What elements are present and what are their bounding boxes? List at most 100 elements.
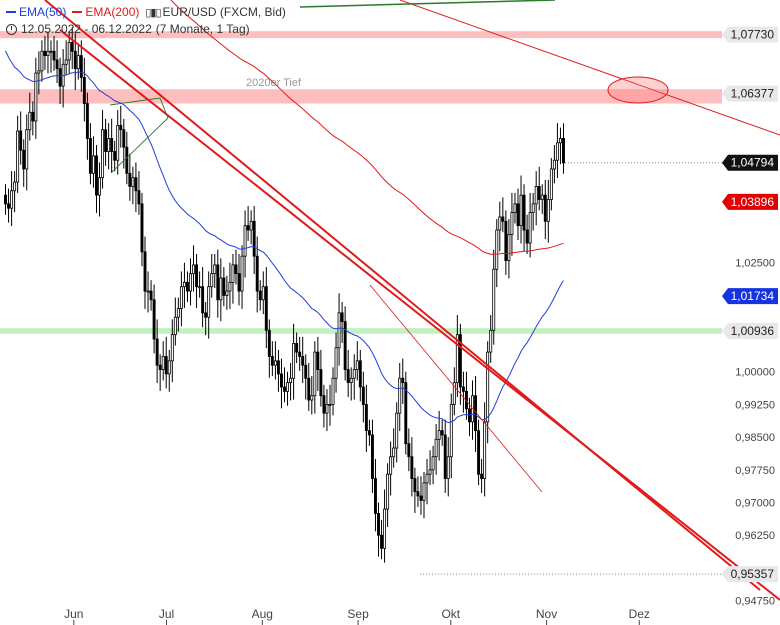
y-tick-label: 0,96250	[735, 530, 775, 542]
candle-body	[158, 364, 162, 370]
candle-body	[325, 404, 329, 414]
candle-body	[380, 534, 383, 549]
candle-body	[537, 186, 541, 200]
candle-body	[304, 364, 308, 379]
candle-body	[113, 151, 117, 161]
candle-body	[31, 111, 35, 122]
legend-instrument-label: EUR/USD (FXCM, Bid)	[162, 5, 286, 19]
candle-body	[219, 277, 223, 301]
candle-body	[364, 404, 368, 431]
date-range: 12.05.2022 - 06.12.2022 (7 Monate, 1 Tag…	[6, 22, 250, 36]
candle-body	[110, 138, 114, 152]
candle-body	[276, 360, 280, 375]
date-range-text: 12.05.2022 - 06.12.2022	[21, 22, 152, 36]
candle-body	[310, 395, 314, 401]
candle-body	[210, 273, 214, 288]
candle-body	[49, 50, 53, 53]
candle-body	[201, 286, 205, 314]
candle-body	[37, 70, 41, 74]
candle-body	[495, 229, 499, 270]
candle-body	[161, 356, 165, 370]
candle-body	[434, 438, 438, 458]
candle-body	[222, 277, 226, 296]
candle-body	[331, 377, 335, 405]
x-tick-label: Dez	[629, 607, 650, 621]
candle-body	[289, 377, 293, 384]
legend-ema50[interactable]: EMA(50)	[6, 5, 66, 19]
candle-body	[425, 473, 429, 484]
candle-body	[264, 286, 268, 331]
candle-body	[443, 434, 447, 479]
candle-body	[528, 212, 532, 244]
candle-body	[510, 212, 514, 235]
candle-body	[361, 386, 365, 405]
candlestick-icon: ▯▮▯	[145, 6, 161, 19]
candle-body	[198, 286, 202, 289]
price-label-box	[722, 193, 778, 210]
candle-body	[164, 356, 168, 375]
candle-body	[501, 216, 505, 222]
candle-body	[446, 456, 450, 479]
candle-body	[234, 264, 238, 275]
legend-instrument[interactable]: ▯▮▯ EUR/USD (FXCM, Bid)	[145, 5, 286, 19]
candle-body	[498, 216, 502, 231]
date-range-period: (7 Monate, 1 Tag)	[155, 22, 250, 36]
candle-body	[58, 68, 62, 87]
candle-body	[25, 129, 29, 170]
zone-2	[0, 328, 722, 334]
candle-body	[128, 172, 132, 187]
candle-body	[173, 316, 177, 336]
x-tick-label: Aug	[252, 607, 273, 621]
candle-body	[349, 377, 353, 384]
candle-body	[85, 103, 89, 139]
candle-body	[255, 255, 259, 292]
candle-body	[149, 290, 153, 301]
candle-body	[34, 72, 38, 122]
candle-body	[76, 55, 80, 70]
candle-body	[504, 220, 508, 261]
trendline-green-top	[299, 0, 556, 8]
candle-body	[540, 194, 544, 200]
candle-body	[283, 386, 286, 392]
candle-body	[410, 456, 414, 479]
candle-body	[143, 251, 147, 292]
y-tick-label: 0,98500	[735, 432, 775, 444]
candle-body	[170, 334, 174, 362]
candle-body	[343, 321, 347, 370]
candle-body	[313, 351, 317, 397]
candle-body	[88, 138, 92, 174]
candle-body	[225, 290, 229, 296]
candle-body	[22, 149, 26, 170]
candle-body	[95, 155, 98, 196]
candle-body	[377, 513, 380, 536]
candle-body	[340, 312, 344, 322]
price-label-text: 0,95357	[731, 567, 775, 581]
candle-body	[140, 203, 144, 253]
candle-body	[104, 129, 108, 152]
candle-body	[231, 264, 235, 283]
triangle-pattern	[109, 97, 169, 173]
candle-body	[134, 177, 138, 192]
candle-body	[52, 50, 56, 61]
candle-body	[46, 50, 50, 57]
legend-ema200[interactable]: EMA(200)	[72, 5, 139, 19]
candle-body	[386, 473, 390, 510]
candle-body	[273, 360, 277, 366]
candle-body	[307, 377, 311, 401]
price-label-box	[722, 26, 778, 43]
candle-body	[131, 177, 135, 187]
candle-body	[558, 138, 562, 144]
candle-body	[119, 124, 123, 131]
candle-body	[213, 264, 217, 275]
candle-body	[398, 377, 402, 414]
candle-body	[543, 194, 547, 222]
candle-body	[280, 373, 283, 388]
candle-body	[337, 312, 341, 349]
y-tick-label: 0,97750	[735, 465, 775, 477]
candle-body	[334, 347, 338, 379]
price-label-text: 1,03896	[731, 195, 775, 209]
highlight-ellipse	[607, 76, 669, 104]
candle-body	[167, 360, 171, 375]
candle-body	[328, 404, 332, 406]
